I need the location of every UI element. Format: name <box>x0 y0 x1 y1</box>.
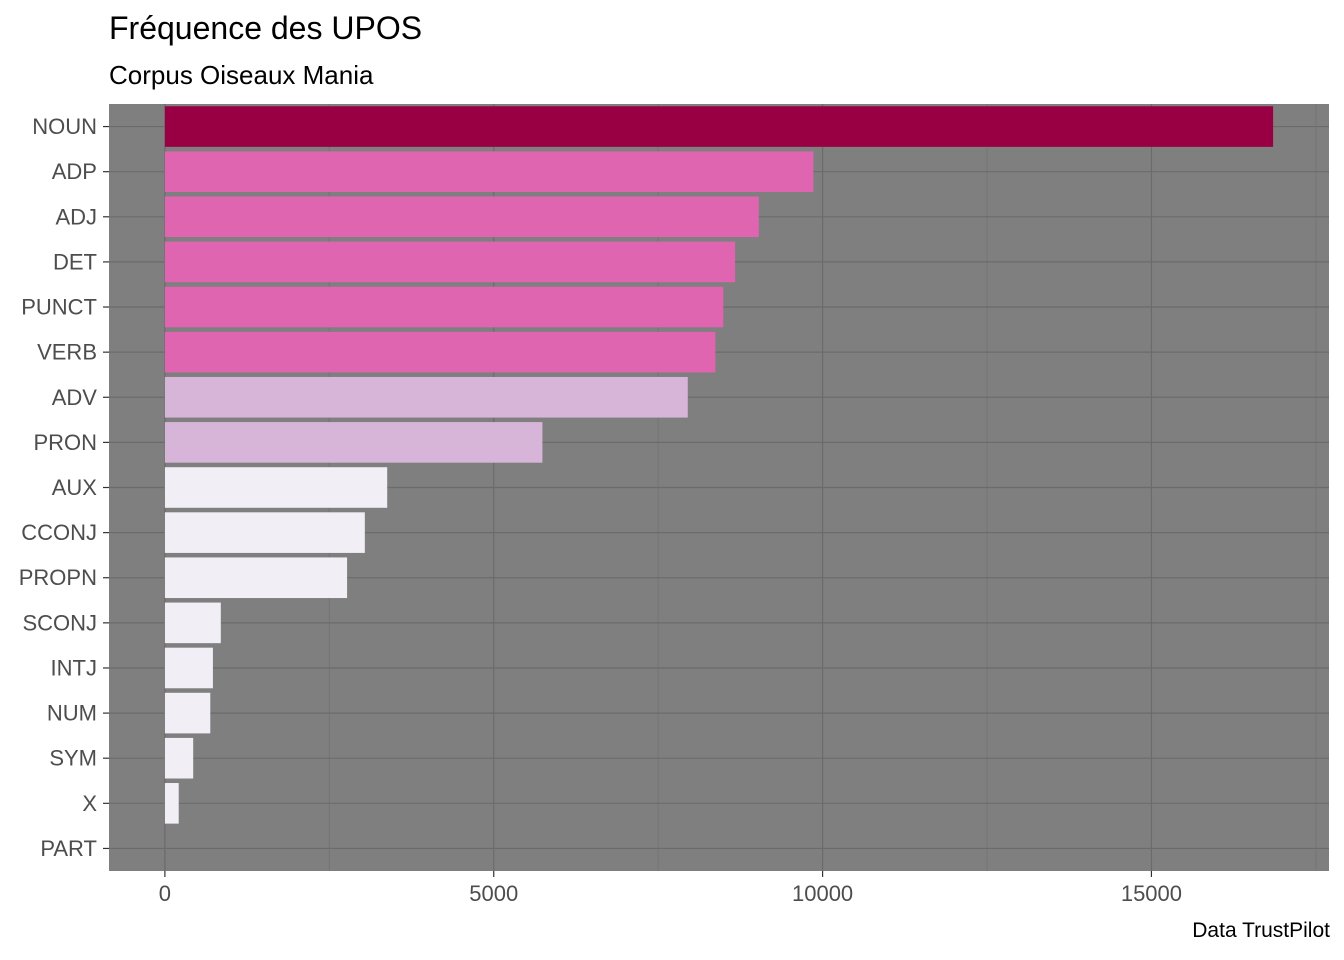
chart-title: Fréquence des UPOS <box>109 10 423 46</box>
y-tick-label: ADV <box>52 385 98 410</box>
x-tick-label: 5000 <box>469 881 518 906</box>
bar-adj <box>164 196 759 238</box>
y-tick-label: ADJ <box>55 204 97 229</box>
y-tick-label: AUX <box>52 475 98 500</box>
bar-noun <box>164 106 1274 147</box>
bar-num <box>164 692 211 734</box>
bar-cconj <box>164 512 365 553</box>
y-tick-label: PART <box>40 836 97 861</box>
x-axis: 0 5000 10000 15000 <box>159 871 1182 906</box>
y-tick-label: CCONJ <box>21 520 97 545</box>
y-tick-label: NUM <box>47 701 97 726</box>
y-tick-label: INTJ <box>51 655 97 680</box>
y-tick-label: SYM <box>49 746 97 771</box>
chart-subtitle: Corpus Oiseaux Mania <box>109 60 374 90</box>
y-axis: NOUN ADP ADJ DET PUNCT VERB ADV PRON AUX CCONJ PRO… <box>19 114 109 861</box>
y-tick-label: SCONJ <box>22 610 97 635</box>
y-tick-label: PRON <box>33 430 97 455</box>
x-tick-label: 0 <box>159 881 171 906</box>
bar-aux <box>164 467 388 508</box>
y-tick-label: X <box>82 791 97 816</box>
y-tick-label: VERB <box>37 340 97 365</box>
y-tick-label: PUNCT <box>21 295 97 320</box>
chart-caption: Data TrustPilot <box>1192 919 1330 942</box>
bar-x <box>164 783 179 824</box>
x-tick-label: 10000 <box>792 881 853 906</box>
bars <box>164 106 1274 824</box>
y-tick-label: DET <box>53 249 97 274</box>
bar-adv <box>164 376 688 418</box>
bar-propn <box>164 557 348 599</box>
bar-sym <box>164 737 194 779</box>
bar-intj <box>164 647 213 689</box>
bar-punct <box>164 286 724 328</box>
bar-det <box>164 241 736 283</box>
y-tick-label: NOUN <box>32 114 97 139</box>
bar-adp <box>164 151 814 192</box>
bar-verb <box>164 331 716 373</box>
bar-sconj <box>164 602 221 644</box>
bar-pron <box>164 422 543 463</box>
y-tick-label: ADP <box>52 159 97 184</box>
y-tick-label: PROPN <box>19 565 97 590</box>
x-tick-label: 15000 <box>1121 881 1182 906</box>
